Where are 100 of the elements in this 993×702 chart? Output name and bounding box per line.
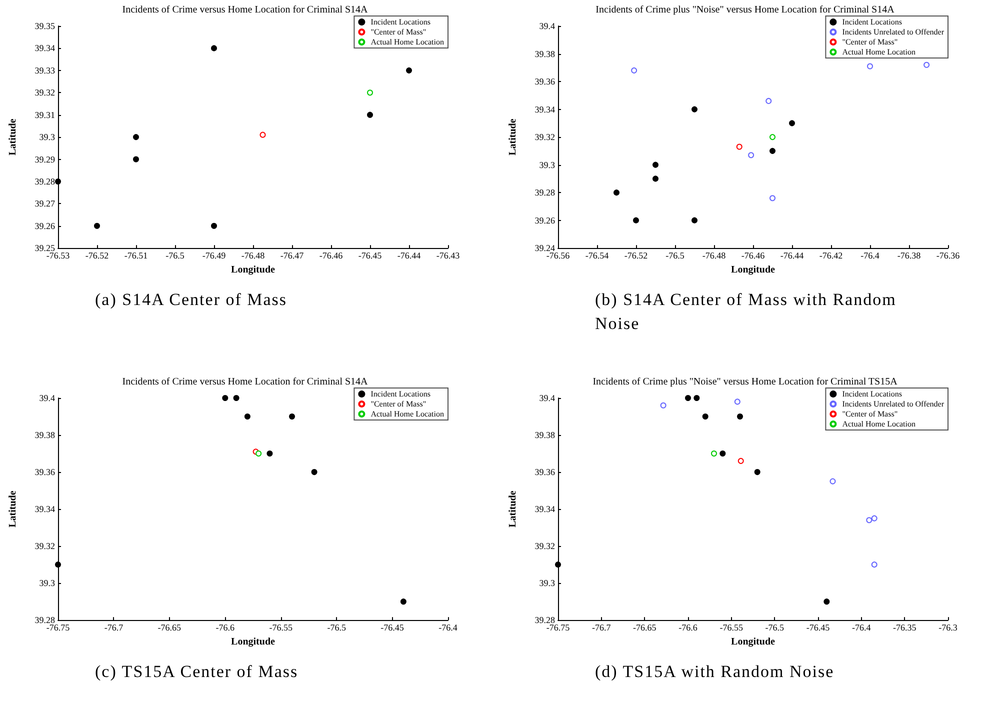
y-tick-label: 39.34	[534, 504, 556, 514]
point	[692, 106, 698, 112]
y-axis-title: Latitude	[8, 490, 18, 528]
y-tick-label: 39.4	[539, 393, 556, 403]
point	[711, 450, 717, 457]
x-tick-label: -76.4	[438, 622, 458, 633]
point	[631, 67, 638, 74]
x-tick-label: -76.51	[124, 250, 148, 261]
point	[311, 469, 318, 476]
y-tick-label: 39.3	[539, 578, 556, 588]
y-tick-label: 39.36	[534, 467, 556, 478]
text: (b) S14A Center of Mass with Random Noise	[595, 289, 898, 335]
point	[871, 515, 878, 522]
chart-title: Incidents of Crime plus "Noise" versus Home Location for Criminal TS15A	[592, 376, 898, 388]
point	[789, 120, 795, 126]
y-tick-label: 39.4	[539, 21, 556, 31]
x-tick-label: -76.53	[46, 250, 70, 261]
y-tick-label: 39.28	[34, 176, 56, 186]
point	[734, 398, 740, 405]
text: (d) TS15A with Random Noise	[595, 661, 836, 683]
y-tick-label: 39.38	[34, 430, 56, 440]
y-tick-label: 39.3	[39, 132, 56, 142]
legend-label: Actual Home Location	[370, 410, 444, 418]
point	[55, 562, 61, 568]
point	[702, 414, 708, 420]
point	[737, 414, 743, 420]
y-axis-title: Latitude	[508, 490, 518, 528]
y-tick-label: 39.32	[34, 88, 55, 98]
point	[770, 195, 776, 202]
y-tick-label: 39.38	[534, 48, 556, 59]
x-tick-label: -76.7	[104, 622, 124, 633]
y-tick-label: 39.26	[534, 215, 556, 226]
x-axis-title: Longitude	[231, 636, 276, 648]
y-tick-label: 39.28	[534, 188, 556, 198]
x-tick-label: -76.45	[380, 622, 404, 633]
x-tick-label: -76.5	[765, 622, 785, 633]
point	[766, 98, 772, 104]
point	[685, 395, 691, 401]
point	[555, 562, 561, 568]
x-tick-label: -76.65	[633, 622, 657, 633]
legend-label: "Center of Mass"	[370, 400, 426, 408]
y-tick-label: 39.24	[534, 243, 556, 254]
x-tick-label: -76.46	[319, 250, 344, 261]
x-tick-label: -76.38	[897, 250, 922, 261]
point	[133, 134, 139, 140]
y-tick-label: 39.32	[34, 541, 55, 552]
x-tick-label: -76.46	[741, 250, 766, 261]
x-tick-label: -76.5	[666, 250, 685, 261]
x-tick-label: -76.4	[860, 250, 880, 261]
y-tick-label: 39.34	[34, 504, 56, 514]
point	[406, 67, 412, 74]
chart-title: Incidents of Crime plus "Noise" versus Home Location for Criminal S14A	[596, 4, 896, 16]
point	[924, 62, 930, 68]
point	[256, 450, 262, 457]
x-tick-label: -76.52	[85, 250, 109, 261]
x-axis-title: Longitude	[731, 636, 776, 648]
y-tick-label: 39.4	[39, 393, 56, 403]
point	[133, 156, 139, 162]
legend-label: "Center of Mass"	[370, 28, 426, 36]
y-tick-label: 39.32	[534, 132, 555, 142]
y-tick-label: 39.3	[39, 578, 56, 588]
point	[871, 562, 878, 568]
y-tick-label: 39.3	[539, 160, 556, 170]
x-tick-label: -76.6	[216, 622, 236, 633]
x-tick-label: -76.45	[358, 250, 382, 261]
point	[266, 450, 273, 457]
x-tick-label: -76.6	[678, 622, 698, 633]
point	[614, 190, 620, 196]
point	[289, 414, 295, 420]
x-tick-label: -76.42	[819, 250, 843, 261]
x-axis-title: Longitude	[231, 264, 276, 276]
y-tick-label: 39.38	[534, 430, 556, 440]
y-tick-label: 39.33	[34, 65, 56, 76]
point	[692, 217, 698, 224]
point	[770, 134, 776, 140]
x-tick-label: -76.75	[546, 622, 570, 633]
point	[824, 598, 830, 605]
legend-label: Incident Locations	[842, 390, 902, 398]
point	[736, 144, 742, 150]
point	[652, 162, 658, 168]
point	[260, 132, 266, 138]
x-tick-label: -76.75	[46, 622, 70, 633]
y-tick-label: 39.31	[34, 110, 55, 120]
y-tick-label: 39.27	[34, 198, 56, 209]
x-tick-label: -76.45	[806, 622, 830, 633]
chart-title: Incidents of Crime versus Home Location for Criminal S14A	[122, 4, 369, 16]
y-tick-label: 39.28	[534, 615, 556, 626]
x-tick-label: -76.44	[397, 250, 422, 261]
y-axis-title: Latitude	[8, 118, 18, 156]
point	[738, 458, 744, 464]
legend-label: "Center of Mass"	[842, 410, 898, 418]
x-tick-label: -76.48	[241, 250, 266, 261]
x-tick-label: -76.47	[280, 250, 304, 261]
text: (a) S14A Center of Mass	[95, 289, 288, 311]
x-tick-label: -76.5	[327, 622, 346, 633]
y-tick-label: 39.32	[534, 541, 555, 552]
point	[211, 45, 217, 52]
y-tick-label: 39.26	[34, 220, 56, 231]
point	[694, 395, 700, 401]
point	[748, 152, 754, 158]
